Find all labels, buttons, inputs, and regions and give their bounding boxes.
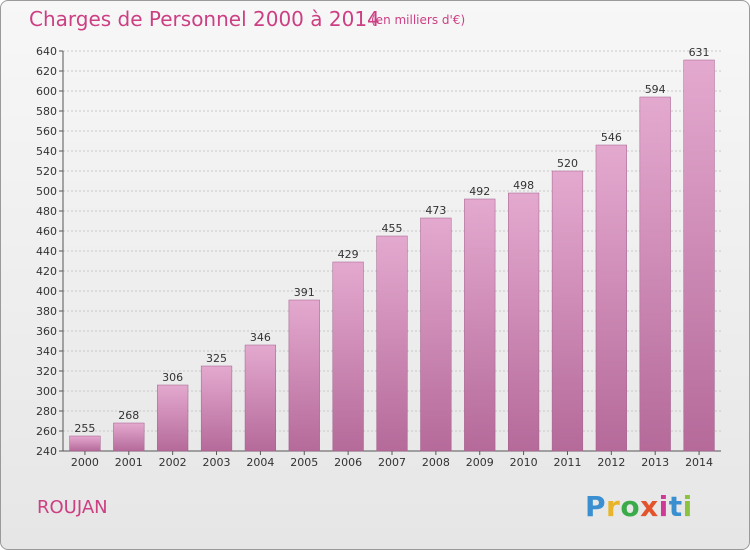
- y-tick-label: 360: [36, 325, 57, 338]
- bar-2000: [69, 435, 101, 452]
- y-tick-label: 240: [36, 445, 57, 458]
- bar-2006: [332, 261, 364, 452]
- y-tick-label: 620: [36, 65, 57, 78]
- labels: 240 260 280 300 320 340 360 380 400 420 440 460 480 5…: [36, 45, 713, 469]
- y-tick-label: 280: [36, 405, 57, 418]
- x-tick-label: 2007: [378, 456, 406, 469]
- bar-value-label: 594: [645, 83, 666, 96]
- bar-2005: [288, 299, 320, 452]
- y-tick-label: 320: [36, 365, 57, 378]
- x-tick-label: 2011: [553, 456, 581, 469]
- bar-value-label: 391: [294, 286, 315, 299]
- x-tick-label: 2006: [334, 456, 362, 469]
- y-tick-label: 520: [36, 165, 57, 178]
- bar-value-label: 473: [425, 204, 446, 217]
- bar-2002: [157, 384, 189, 452]
- x-tick-label: 2005: [290, 456, 318, 469]
- bar-value-label: 492: [469, 185, 490, 198]
- bar-value-label: 306: [162, 371, 183, 384]
- bar-2009: [464, 198, 496, 452]
- commune-name: ROUJAN: [37, 497, 108, 518]
- y-tick-label: 560: [36, 125, 57, 138]
- bar-value-label: 498: [513, 179, 534, 192]
- y-tick-label: 460: [36, 225, 57, 238]
- bar-value-label: 546: [601, 131, 622, 144]
- x-tick-label: 2014: [685, 456, 713, 469]
- x-tick-label: 2003: [203, 456, 231, 469]
- bar-2010: [507, 192, 540, 452]
- y-tick-label: 420: [36, 265, 57, 278]
- x-tick-label: 2008: [422, 456, 450, 469]
- bar-value-label: 268: [118, 409, 139, 422]
- bar-2004: [244, 344, 277, 452]
- bar-value-label: 346: [250, 331, 271, 344]
- chart-title: Charges de Personnel 2000 à 2014: [29, 7, 380, 31]
- x-tick-label: 2004: [246, 456, 274, 469]
- proxiti-logo: Proxiti: [585, 490, 693, 523]
- x-tick-label: 2001: [115, 456, 143, 469]
- y-tick-label: 500: [36, 185, 57, 198]
- bar-2003: [200, 365, 233, 452]
- bar-2001: [113, 422, 145, 452]
- bar-value-label: 520: [557, 157, 578, 170]
- y-tick-label: 440: [36, 245, 57, 258]
- bar-2012: [595, 144, 627, 452]
- y-tick-label: 380: [36, 305, 57, 318]
- x-tick-label: 2012: [597, 456, 625, 469]
- y-tick-label: 480: [36, 205, 57, 218]
- y-tick-label: 640: [36, 45, 57, 58]
- bar-value-label: 631: [689, 46, 710, 59]
- bar-value-label: 455: [382, 222, 403, 235]
- y-tick-label: 580: [36, 105, 57, 118]
- y-tick-label: 400: [36, 285, 57, 298]
- chart-subtitle: (en milliers d'€): [371, 13, 466, 27]
- y-tick-label: 300: [36, 385, 57, 398]
- bar-value-label: 255: [74, 422, 95, 435]
- bar-2011: [551, 170, 584, 452]
- bar-value-label: 429: [338, 248, 359, 261]
- bar-2008: [420, 217, 452, 452]
- y-tick-label: 600: [36, 85, 57, 98]
- bar-2014: [683, 59, 715, 452]
- x-tick-label: 2000: [71, 456, 99, 469]
- x-tick-label: 2010: [510, 456, 538, 469]
- y-tick-label: 260: [36, 425, 57, 438]
- x-tick-label: 2002: [159, 456, 187, 469]
- bar-value-label: 325: [206, 352, 227, 365]
- bar-2013: [639, 96, 671, 452]
- y-tick-label: 540: [36, 145, 57, 158]
- x-tick-label: 2013: [641, 456, 669, 469]
- y-tick-label: 340: [36, 345, 57, 358]
- bar-2007: [376, 235, 408, 452]
- bars: [69, 59, 715, 452]
- x-tick-label: 2009: [466, 456, 494, 469]
